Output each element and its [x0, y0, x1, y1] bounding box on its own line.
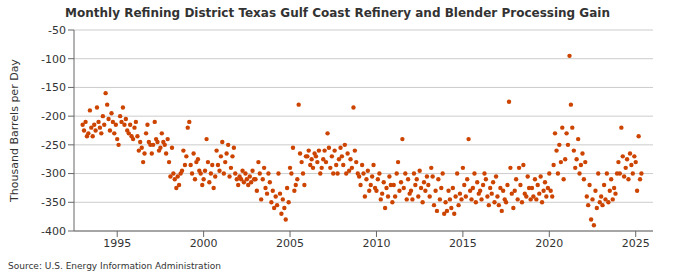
svg-text:-400: -400 [41, 225, 66, 238]
svg-text:2005: 2005 [276, 237, 304, 250]
svg-text:-100: -100 [41, 53, 66, 66]
svg-text:Thousand Barrels per Day: Thousand Barrels per Day [8, 59, 21, 203]
svg-text:1995: 1995 [103, 237, 131, 250]
html-text:Source: U.S. Energy Informatio: Source: U.S. Energy Information Administ… [8, 261, 221, 271]
svg-text:2010: 2010 [362, 237, 390, 250]
svg-text:-200: -200 [41, 110, 66, 123]
svg-text:2025: 2025 [622, 237, 650, 250]
svg-text:-50: -50 [48, 24, 66, 37]
svg-text:2000: 2000 [190, 237, 218, 250]
html-text:Monthly Refining District Texa: Monthly Refining District Texas Gulf Coa… [65, 6, 610, 20]
svg-text:2020: 2020 [535, 237, 563, 250]
svg-text:-300: -300 [41, 167, 66, 180]
svg-text:-350: -350 [41, 196, 66, 209]
svg-text:2015: 2015 [449, 237, 477, 250]
svg-text:-250: -250 [41, 139, 66, 152]
svg-text:-150: -150 [41, 81, 66, 94]
